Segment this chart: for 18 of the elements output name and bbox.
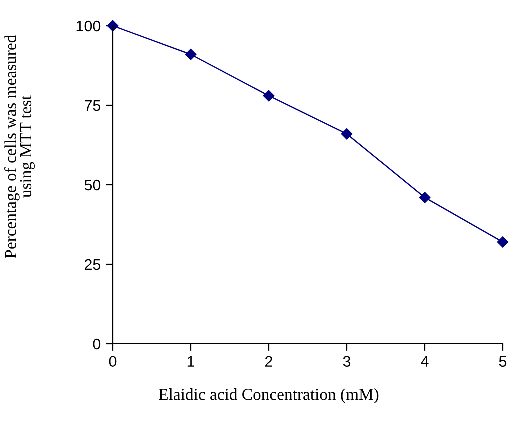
y-tick-label: 75: [84, 100, 101, 112]
x-tick-label: 3: [343, 356, 351, 368]
point: [185, 49, 197, 60]
x-tick-label: 4: [421, 356, 429, 367]
x-tick-label: 0: [109, 356, 117, 368]
x-axis-title: Elaidic acid Concentration (mM): [159, 388, 379, 404]
y-tick-label: 0: [93, 338, 101, 350]
y-axis-title: Percentage of cells was measured using MTT test: [4, 35, 35, 258]
y-tick-label: 100: [76, 20, 101, 32]
x-tick-label: 2: [266, 356, 272, 367]
point: [497, 236, 509, 248]
point: [341, 128, 353, 140]
x-tick-label: 1: [188, 356, 195, 367]
point: [263, 90, 275, 102]
point: [419, 192, 431, 204]
y-tick-label: 50: [84, 180, 101, 191]
x-tick-label: 5: [499, 356, 507, 368]
y-tick-label: 25: [84, 259, 101, 270]
